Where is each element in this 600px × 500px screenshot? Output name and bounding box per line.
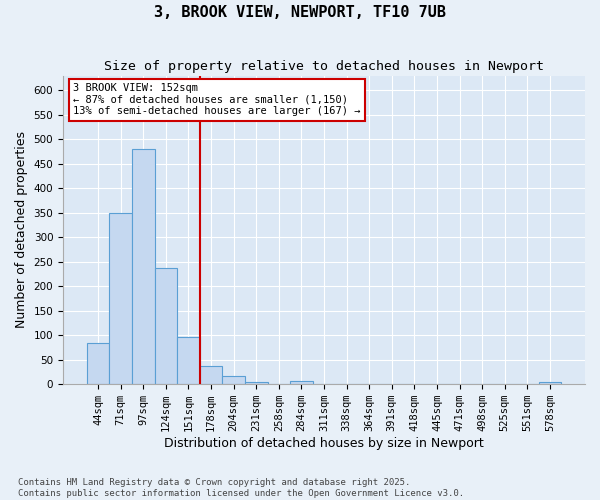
Bar: [245, 382, 268, 384]
Bar: [177, 337, 200, 384]
Bar: [290, 381, 313, 384]
Bar: [223, 376, 245, 384]
Bar: [539, 382, 561, 384]
Bar: [155, 268, 177, 384]
Text: Contains HM Land Registry data © Crown copyright and database right 2025.
Contai: Contains HM Land Registry data © Crown c…: [18, 478, 464, 498]
Bar: [87, 343, 109, 384]
Text: 3 BROOK VIEW: 152sqm
← 87% of detached houses are smaller (1,150)
13% of semi-de: 3 BROOK VIEW: 152sqm ← 87% of detached h…: [73, 84, 361, 116]
Bar: [200, 366, 223, 384]
Title: Size of property relative to detached houses in Newport: Size of property relative to detached ho…: [104, 60, 544, 73]
Text: 3, BROOK VIEW, NEWPORT, TF10 7UB: 3, BROOK VIEW, NEWPORT, TF10 7UB: [154, 5, 446, 20]
Y-axis label: Number of detached properties: Number of detached properties: [15, 132, 28, 328]
X-axis label: Distribution of detached houses by size in Newport: Distribution of detached houses by size …: [164, 437, 484, 450]
Bar: [109, 212, 132, 384]
Bar: [132, 149, 155, 384]
